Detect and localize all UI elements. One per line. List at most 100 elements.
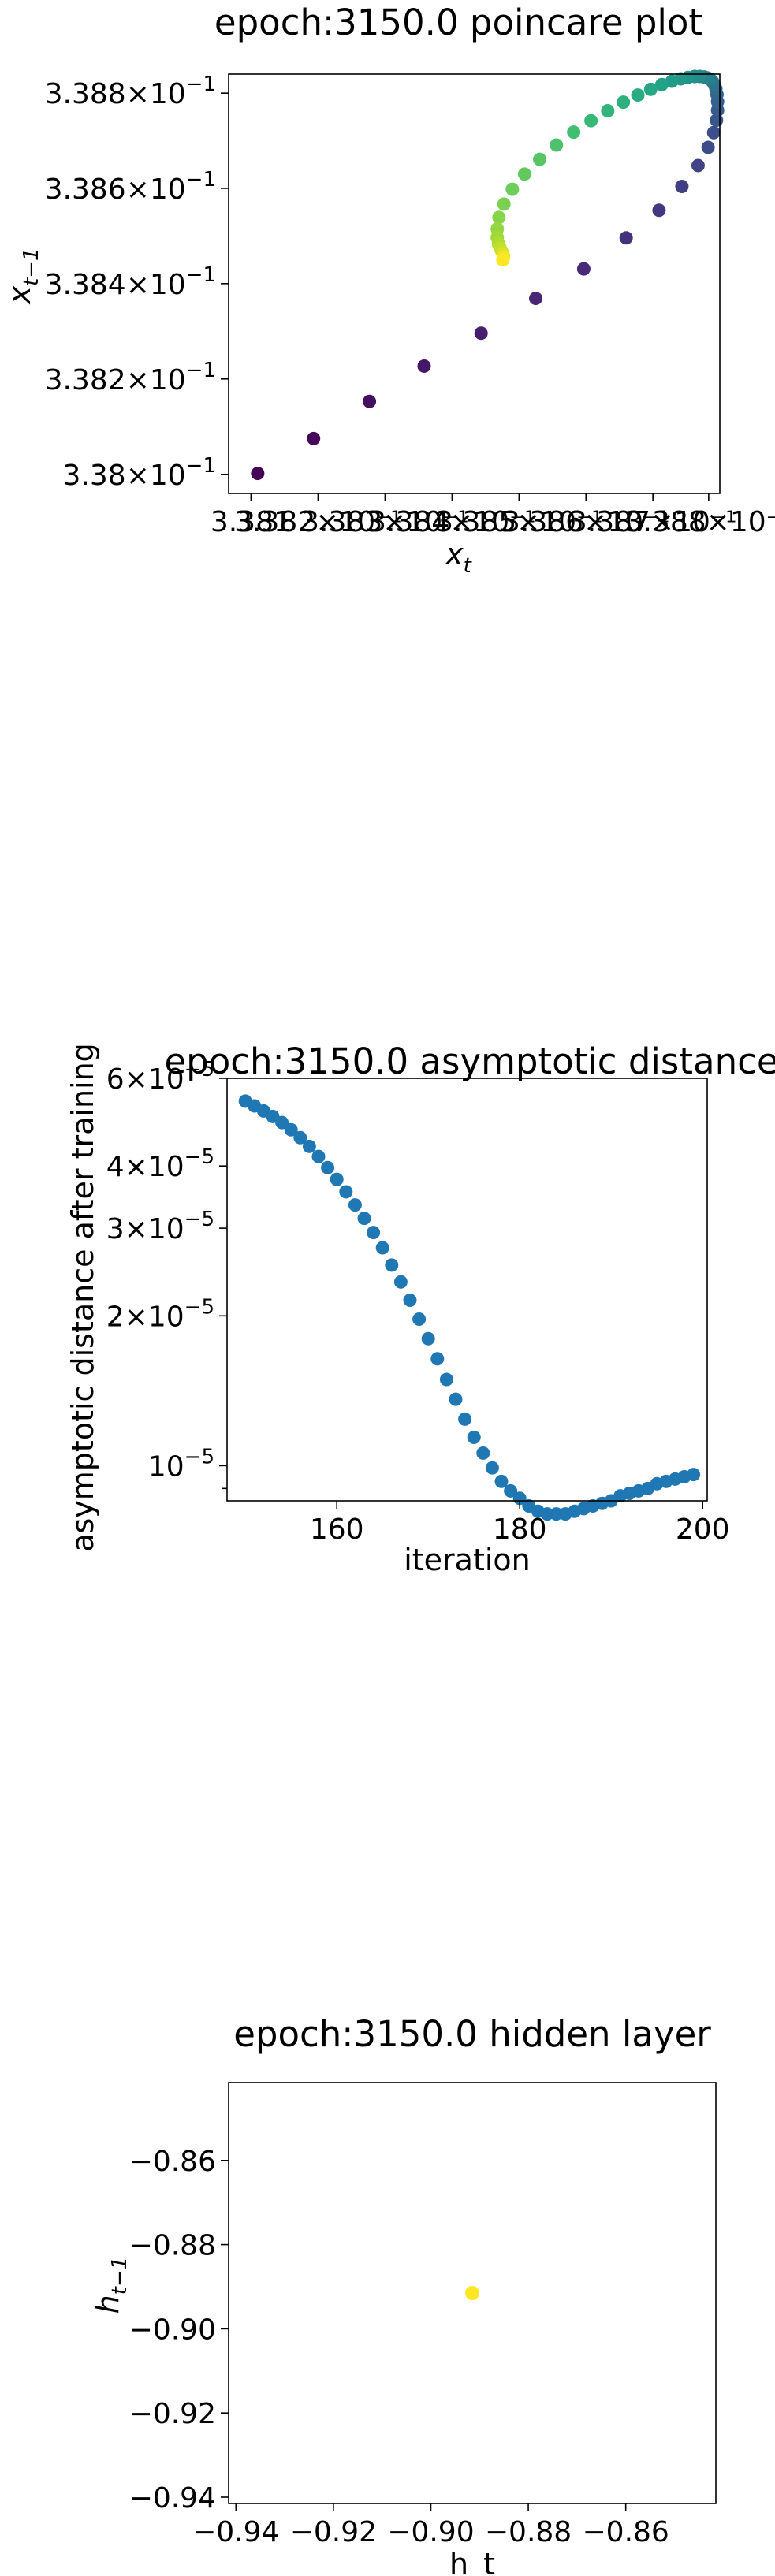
chart2-point — [403, 1293, 417, 1307]
chart1-y-tick-times: ×10 — [126, 364, 186, 396]
chart2-point — [449, 1392, 463, 1406]
chart2-y-tick-label: 4×10−5 — [106, 1145, 214, 1183]
chart2-point — [385, 1258, 399, 1272]
chart2-y-tick-label: 3×10−5 — [106, 1208, 214, 1245]
chart1-y-axis-label: xt−1 — [2, 248, 43, 304]
chart1-point — [701, 140, 715, 154]
chart1-point — [307, 431, 321, 445]
chart2-point — [439, 1372, 453, 1387]
chart1-y-tick-exponent: −1 — [186, 168, 216, 192]
chart1-point — [584, 114, 598, 128]
chart2-point — [458, 1412, 472, 1426]
chart1-x-tick-label: 3.384×10⁻¹ — [368, 506, 535, 538]
chart3-y-axis-label-sub: t−1 — [108, 2257, 132, 2295]
chart2-point — [293, 1130, 307, 1145]
chart1-y-tick-label: 3.38×10−1 — [63, 454, 216, 492]
chart1-x-tick-label: 3.387×10⁻¹ — [569, 506, 736, 538]
chart3-y-tick-label: −0.92 — [129, 2398, 216, 2430]
chart3-x-tick-label: −0.94 — [192, 2516, 279, 2548]
chart1-y-tick-times: ×10 — [126, 269, 186, 301]
chart1-point — [505, 182, 520, 196]
chart2-point — [421, 1331, 435, 1346]
chart3-y-tick-label: −0.90 — [129, 2314, 216, 2346]
chart3-x-tick-label: −0.88 — [485, 2516, 572, 2548]
chart1-point — [363, 394, 377, 408]
chart1-point — [529, 292, 543, 306]
chart2-x-axis-label: iteration — [404, 1543, 531, 1577]
chart2-y-tick-label-mantissa: 3×10 — [106, 1213, 184, 1245]
chart2-x-tick-label: 200 — [676, 1513, 730, 1546]
chart2-y-tick-label: 2×10−5 — [106, 1295, 214, 1333]
chart1-y-tick-times: ×10 — [126, 78, 186, 110]
chart1-y-axis-label-main: x — [2, 286, 37, 305]
chart1-x-axis-label: xt — [445, 537, 472, 578]
chart2-point — [430, 1352, 445, 1366]
chart1-point — [497, 197, 511, 211]
chart1-point — [631, 88, 645, 102]
chart1-x-tick-label: 3.385×10⁻¹ — [435, 506, 602, 538]
chart1-title: epoch:3150.0 poincare plot — [214, 2, 702, 43]
chart2-point — [494, 1474, 509, 1488]
chart1-point — [654, 77, 669, 91]
chart3-y-tick-label: −0.94 — [129, 2482, 216, 2515]
chart2-point — [375, 1241, 389, 1255]
chart2-point — [367, 1226, 381, 1240]
chart3-x-axis-label: h_t — [449, 2547, 495, 2576]
chart1-point — [474, 326, 488, 341]
chart1-y-tick-mantissa: 3.388 — [45, 78, 126, 110]
chart2-point — [348, 1198, 362, 1212]
chart1-point — [675, 180, 689, 194]
chart1-y-tick-label: 3.388×10−1 — [45, 73, 216, 110]
chart1-y-tick-label: 3.382×10−1 — [45, 359, 216, 396]
chart2-point — [321, 1160, 335, 1174]
chart1-point — [619, 231, 633, 245]
chart1-point — [706, 125, 721, 140]
chart2-x-tick-label: 160 — [310, 1513, 364, 1546]
chart1-point — [652, 203, 666, 218]
chart1-point — [567, 125, 581, 140]
chart2-point — [412, 1312, 427, 1326]
chart3-point — [465, 2286, 479, 2300]
chart3-y-axis-label-main: h — [91, 2295, 125, 2314]
chart1-point — [417, 359, 431, 373]
chart1-x-tick-label: 3.381 — [211, 506, 292, 538]
chart2-frame — [226, 1078, 708, 1502]
chart1-y-tick-exponent: −1 — [186, 73, 216, 96]
chart2-y-tick-label-mantissa: 10 — [148, 1450, 184, 1483]
chart2-point — [485, 1461, 499, 1475]
chart2-point — [512, 1491, 527, 1506]
chart1-point — [576, 262, 591, 276]
chart1-frame — [228, 73, 721, 494]
chart1-point — [533, 152, 547, 166]
chart1-x-tick-label: 3.388×10⁻¹ — [625, 506, 775, 538]
chart2-x-tick-label: 180 — [493, 1513, 547, 1546]
chart2-point — [476, 1446, 490, 1460]
chart1-point — [496, 253, 510, 267]
chart2-y-tick-label-exponent: −5 — [184, 1295, 214, 1319]
chart1-y-tick-mantissa: 3.382 — [45, 364, 126, 396]
chart1-point — [617, 95, 631, 110]
chart1-y-tick-exponent: −1 — [186, 359, 216, 382]
chart2-y-tick-label-mantissa: 2×10 — [106, 1301, 184, 1333]
chart2-point — [393, 1275, 408, 1289]
chart2-y-axis-label: asymptotic distance after training — [65, 1043, 100, 1552]
chart1-point — [550, 138, 564, 152]
chart1-point — [691, 158, 705, 173]
chart1-y-tick-times: ×10 — [126, 460, 186, 492]
chart2-y-tick-label-exponent: −5 — [184, 1058, 214, 1081]
chart2-y-tick-label-mantissa: 4×10 — [106, 1151, 184, 1183]
chart1-point — [643, 82, 658, 96]
chart3-x-tick-label: −0.92 — [290, 2516, 377, 2548]
chart3-frame — [228, 2082, 717, 2504]
chart1-y-tick-label: 3.384×10−1 — [45, 263, 216, 301]
chart1-y-axis-label-sub: t−1 — [20, 248, 43, 286]
chart2-y-tick-label-exponent: −5 — [184, 1145, 214, 1169]
chart2-point — [275, 1115, 289, 1130]
chart2-point — [504, 1483, 518, 1498]
chart1-y-tick-exponent: −1 — [186, 263, 216, 287]
chart2-y-tick-label-exponent: −5 — [184, 1445, 214, 1469]
chart1-y-tick-times: ×10 — [126, 173, 186, 206]
chart2-y-tick-label-mantissa: 6×10 — [106, 1063, 184, 1096]
chart1-y-tick-mantissa: 3.384 — [45, 269, 126, 301]
chart2-point — [467, 1430, 481, 1444]
